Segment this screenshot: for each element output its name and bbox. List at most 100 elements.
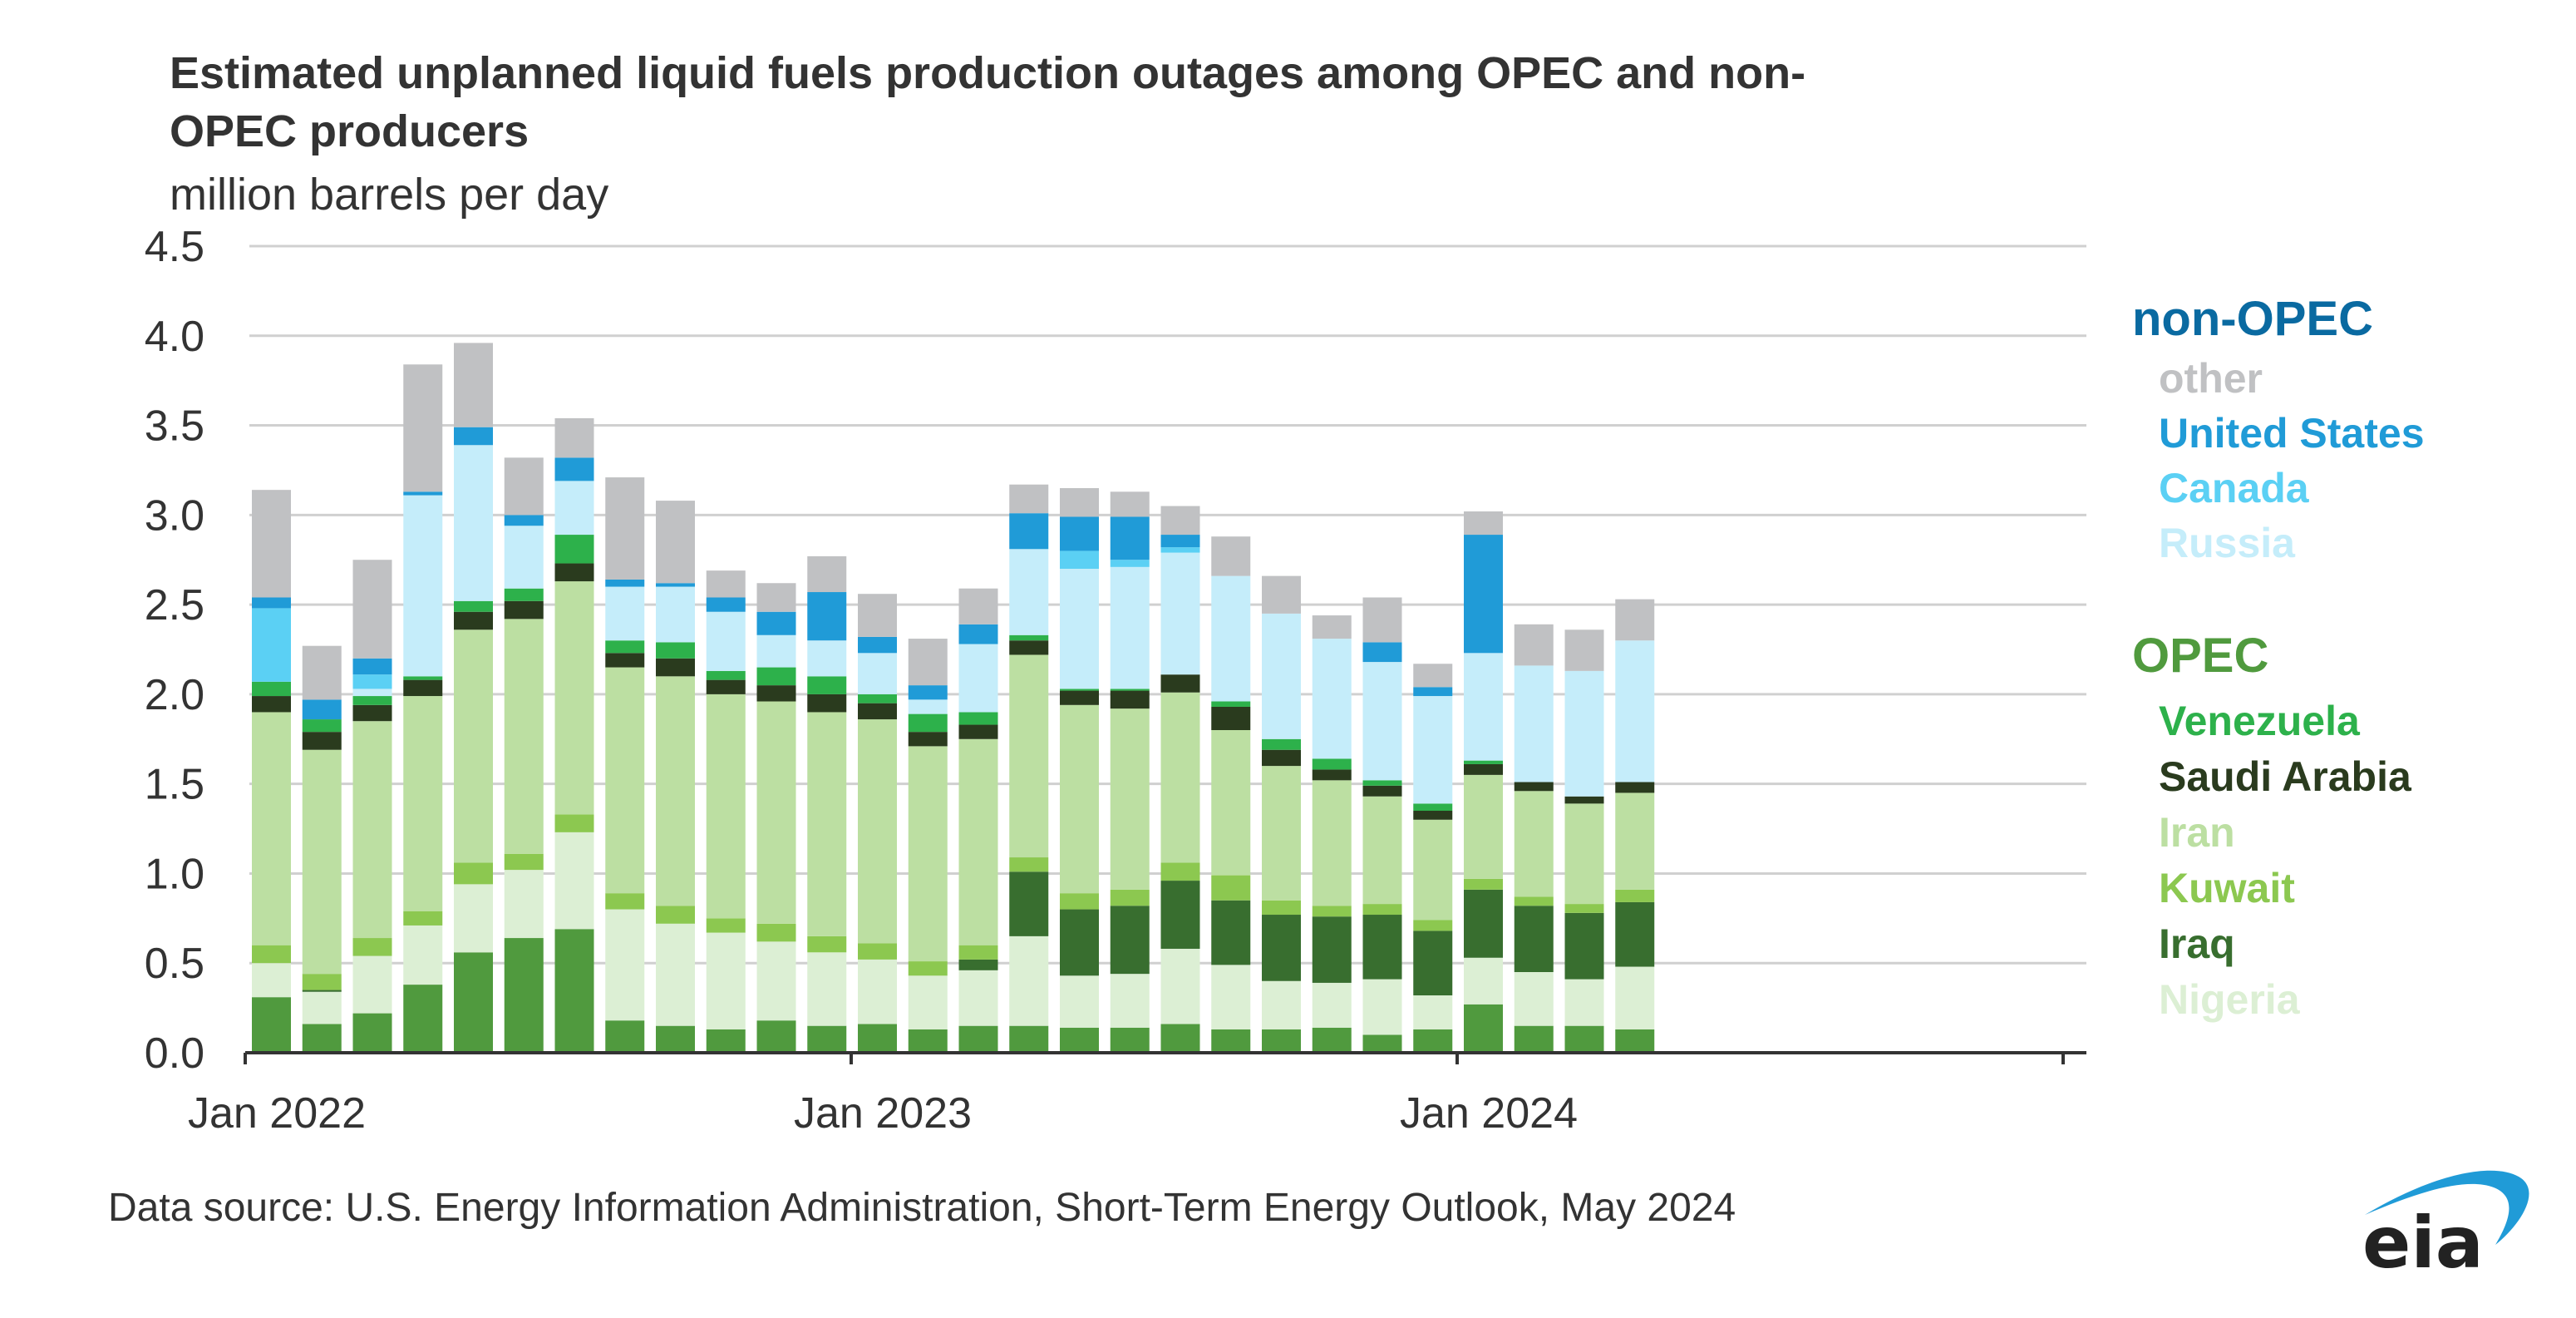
bar-segment-united-states: [454, 427, 493, 446]
bar-segment-iran: [1464, 774, 1503, 879]
bar-segment-russia: [454, 445, 493, 601]
bar-stack-mar-2024: [1564, 629, 1604, 1053]
bar-segment-united-states: [756, 611, 796, 635]
bar-segment-other: [554, 417, 594, 458]
bar-segment-canada: [1060, 550, 1099, 569]
bar-segment-united-states: [605, 579, 645, 587]
legend-item-iraq: Iraq: [2159, 921, 2235, 967]
bar-segment-venezuela: [908, 713, 948, 733]
bar-segment-russia: [858, 653, 897, 694]
bar-segment-russia: [706, 611, 746, 671]
bar-segment-iran: [858, 719, 897, 944]
legend-item-canada: Canada: [2159, 465, 2310, 511]
legend-item-kuwait: Kuwait: [2159, 865, 2295, 911]
bar-segment-venezuela: [1362, 780, 1402, 786]
bar-segment-kuwait: [1464, 878, 1503, 890]
bar-segment-saudi-arabia: [352, 704, 392, 722]
bar-segment-saudi-arabia: [1464, 763, 1503, 775]
bar-segment-other: [1312, 615, 1352, 639]
bar-segment-nigeria: [504, 870, 544, 939]
bar-segment-venezuela: [656, 642, 695, 659]
bar-segment-united-states: [1110, 516, 1150, 560]
bar-segment-other: [302, 645, 342, 700]
bar-segment-nigeria: [352, 955, 392, 1014]
bar-segment-iran: [908, 746, 948, 962]
bar-segment-saudi-arabia: [1615, 782, 1655, 793]
bar-segment-iran: [1514, 791, 1554, 897]
bar-segment-other: [756, 583, 796, 612]
bar-segment-united-states: [958, 624, 998, 644]
bar-segment-venezuela: [1312, 758, 1352, 770]
bar-stack-may-2022: [454, 343, 493, 1053]
bar-segment-nigeria: [1464, 957, 1503, 1005]
bar-segment-iran: [656, 676, 695, 906]
y-axis-unit-label: million barrels per day: [170, 170, 608, 220]
bar-segment-nigeria: [1211, 965, 1251, 1029]
bar-segment-other: [656, 501, 695, 584]
bar-segment-united-states: [706, 597, 746, 612]
bar-stack-apr-2022: [403, 364, 443, 1053]
bar-segment-saudi-arabia: [1312, 769, 1352, 781]
bar-segment-venezuela: [1464, 760, 1503, 764]
bar-segment-iran: [958, 738, 998, 945]
bar-segment-united-states: [1464, 535, 1503, 654]
bar-segment-opec: [706, 1029, 746, 1053]
bar-segment-nigeria: [1564, 979, 1604, 1026]
bar-segment-iran: [554, 581, 594, 815]
bar-segment-iran: [1110, 708, 1150, 890]
legend-item-united-states: United States: [2159, 410, 2425, 457]
bar-segment-kuwait: [656, 906, 695, 924]
bar-segment-russia: [1262, 613, 1301, 739]
bar-segment-venezuela: [858, 694, 897, 703]
bar-segment-opec: [252, 997, 291, 1053]
bar-segment-kuwait: [352, 938, 392, 956]
y-tick-label: 4.5: [145, 223, 204, 271]
bar-segment-opec: [656, 1025, 695, 1053]
bar-segment-opec: [1362, 1034, 1402, 1053]
bar-segment-iraq: [1615, 901, 1655, 967]
legend-item-venezuela: Venezuela: [2159, 698, 2361, 744]
bar-segment-other: [706, 570, 746, 598]
y-tick-label: 0.5: [145, 940, 204, 988]
bar-segment-iraq: [1564, 912, 1604, 980]
bar-segment-nigeria: [706, 932, 746, 1029]
bar-segment-saudi-arabia: [958, 724, 998, 739]
bar-segment-kuwait: [504, 853, 544, 871]
bar-segment-russia: [1464, 653, 1503, 761]
bar-segment-saudi-arabia: [554, 563, 594, 582]
bar-segment-russia: [1615, 640, 1655, 782]
bar-stack-mar-2022: [352, 560, 392, 1053]
bar-segment-venezuela: [454, 600, 493, 612]
x-tick-label: Jan 2022: [188, 1089, 366, 1138]
bar-segment-iraq: [1211, 900, 1251, 965]
bar-segment-opec: [908, 1029, 948, 1053]
bar-segment-venezuela: [554, 535, 594, 564]
bar-segment-nigeria: [1615, 966, 1655, 1029]
y-tick-label: 0.0: [145, 1029, 204, 1078]
bar-segment-iran: [352, 721, 392, 939]
bar-segment-other: [1413, 664, 1453, 688]
bar-segment-nigeria: [1262, 980, 1301, 1029]
bar-segment-nigeria: [1312, 982, 1352, 1028]
bar-segment-saudi-arabia: [1009, 640, 1049, 655]
bar-segment-nigeria: [756, 941, 796, 1021]
bar-segment-kuwait: [1564, 904, 1604, 913]
bar-segment-nigeria: [1413, 995, 1453, 1029]
bar-segment-opec: [1514, 1025, 1554, 1053]
bar-segment-saudi-arabia: [252, 696, 291, 713]
bar-segment-other: [1564, 629, 1604, 671]
bar-segment-saudi-arabia: [756, 685, 796, 702]
bar-segment-united-states: [858, 636, 897, 654]
bar-segment-kuwait: [1110, 889, 1150, 906]
bar-segment-opec: [1262, 1029, 1301, 1053]
bar-segment-opec: [302, 1024, 342, 1053]
y-tick-label: 2.5: [145, 581, 204, 629]
bar-segment-iraq: [1362, 915, 1402, 980]
bar-segment-venezuela: [706, 670, 746, 680]
bar-stack-mar-2023: [958, 588, 998, 1053]
bar-segment-nigeria: [1160, 948, 1200, 1024]
bar-segment-venezuela: [958, 712, 998, 725]
legend-item-saudi-arabia: Saudi Arabia: [2159, 753, 2412, 800]
bar-stack-apr-2024: [1615, 599, 1655, 1053]
bar-segment-other: [1615, 599, 1655, 641]
